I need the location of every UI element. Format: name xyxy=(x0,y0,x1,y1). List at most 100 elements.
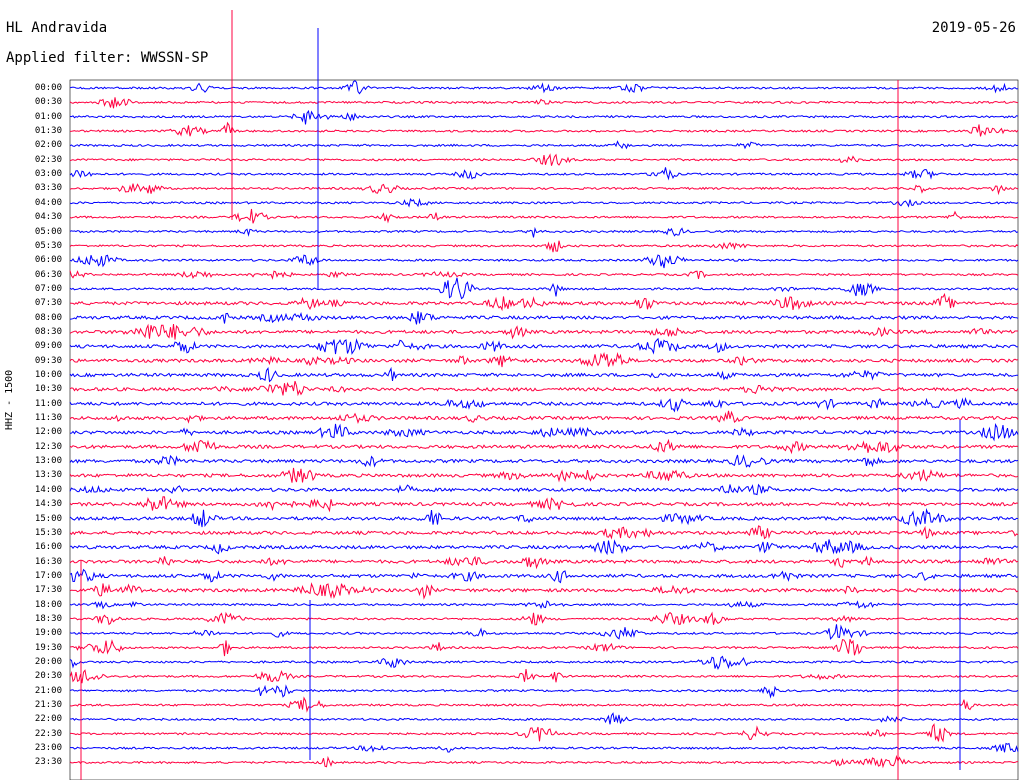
time-label: 14:00 xyxy=(34,484,62,495)
time-label: 03:30 xyxy=(34,183,62,194)
trace-line xyxy=(69,696,1019,713)
trace-line xyxy=(69,638,1019,657)
trace-line xyxy=(69,380,1019,397)
trace-line xyxy=(69,600,1019,610)
time-label: 12:30 xyxy=(34,441,62,452)
time-label: 07:30 xyxy=(34,298,62,309)
station-title: HL Andravida xyxy=(6,20,108,36)
time-label-column: 00:00 00:30 01:00 01:30 02:00 02:30 03:00 03:30… xyxy=(0,0,70,780)
trace-line xyxy=(69,611,1019,626)
trace-line xyxy=(69,121,1019,137)
trace-line xyxy=(69,226,1019,238)
time-label: 11:00 xyxy=(34,398,62,409)
time-label: 19:00 xyxy=(34,628,62,639)
trace-line xyxy=(69,351,1019,368)
trace-line xyxy=(69,197,1019,208)
time-label: 01:00 xyxy=(34,111,62,122)
time-label: 21:30 xyxy=(34,700,62,711)
time-label: 04:30 xyxy=(34,212,62,223)
trace-line xyxy=(69,483,1019,496)
time-label: 23:00 xyxy=(34,743,62,754)
time-label: 10:30 xyxy=(34,384,62,395)
time-label: 05:00 xyxy=(34,226,62,237)
trace-line xyxy=(69,397,1019,413)
trace-line xyxy=(69,140,1019,150)
trace-line xyxy=(70,723,1019,743)
trace-line xyxy=(69,507,1019,528)
trace-line xyxy=(69,525,1019,540)
trace-line xyxy=(69,270,1019,280)
time-label: 09:30 xyxy=(34,355,62,366)
time-label: 16:30 xyxy=(34,556,62,567)
time-label: 05:30 xyxy=(34,240,62,251)
time-label: 14:30 xyxy=(34,499,62,510)
filter-label: Applied filter: WWSSN-SP xyxy=(6,50,209,66)
trace-line xyxy=(69,366,1019,383)
time-label: 01:30 xyxy=(34,126,62,137)
time-label: 18:00 xyxy=(34,599,62,610)
time-label: 02:00 xyxy=(34,140,62,151)
trace-line xyxy=(69,97,1019,109)
time-label: 06:00 xyxy=(34,255,62,266)
plot-frame xyxy=(69,79,1019,780)
time-label: 15:30 xyxy=(34,527,62,538)
time-label: 17:30 xyxy=(34,585,62,596)
time-label: 03:00 xyxy=(34,169,62,180)
trace-line xyxy=(69,754,1019,769)
trace-line xyxy=(69,254,1019,269)
time-label: 07:00 xyxy=(34,283,62,294)
trace-line xyxy=(69,438,1019,455)
time-label: 08:30 xyxy=(34,326,62,337)
trace-line xyxy=(69,454,1019,468)
time-label: 13:30 xyxy=(34,470,62,481)
trace-line xyxy=(69,292,1019,312)
time-label: 22:30 xyxy=(34,728,62,739)
time-label: 21:00 xyxy=(34,685,62,696)
trace-line xyxy=(70,712,1019,725)
time-label: 09:00 xyxy=(34,341,62,352)
trace-line xyxy=(69,311,1019,325)
time-label: 22:00 xyxy=(34,714,62,725)
trace-line xyxy=(69,555,1019,570)
time-label: 17:00 xyxy=(34,570,62,581)
trace-line xyxy=(69,240,1019,253)
trace-line xyxy=(69,423,1019,442)
time-label: 02:30 xyxy=(34,154,62,165)
time-label: 04:00 xyxy=(34,197,62,208)
time-label: 19:30 xyxy=(34,642,62,653)
time-label: 16:00 xyxy=(34,542,62,553)
time-label: 06:30 xyxy=(34,269,62,280)
time-label: 13:00 xyxy=(34,456,62,467)
trace-line xyxy=(69,624,1019,640)
time-label: 00:00 xyxy=(34,83,62,93)
trace-line xyxy=(69,582,1019,600)
trace-line xyxy=(69,684,1019,699)
trace-line xyxy=(69,277,1019,300)
trace-line xyxy=(69,669,1019,684)
trace-line xyxy=(69,568,1019,584)
trace-line xyxy=(69,410,1019,424)
trace-line xyxy=(69,183,1019,196)
trace-line xyxy=(69,208,1019,224)
trace-line xyxy=(69,153,1019,166)
trace-line xyxy=(69,323,1018,340)
trace-line xyxy=(69,467,1019,483)
time-label: 20:00 xyxy=(34,657,62,667)
date-label: 2019-05-26 xyxy=(931,20,1016,36)
trace-line xyxy=(69,167,1019,181)
trace-line xyxy=(69,655,1019,670)
time-label: 15:00 xyxy=(34,513,62,524)
trace-line xyxy=(69,496,1019,513)
time-label: 18:30 xyxy=(34,613,62,624)
time-label: 23:30 xyxy=(34,757,62,768)
trace-line xyxy=(69,80,1019,95)
trace-line xyxy=(69,742,1019,753)
time-label: 10:00 xyxy=(34,370,62,380)
time-label: 08:00 xyxy=(34,312,62,323)
trace-line xyxy=(70,539,1019,556)
trace-line xyxy=(69,109,1019,125)
time-label: 20:30 xyxy=(34,671,62,682)
trace-line xyxy=(69,337,1019,355)
time-label: 12:00 xyxy=(34,427,62,438)
